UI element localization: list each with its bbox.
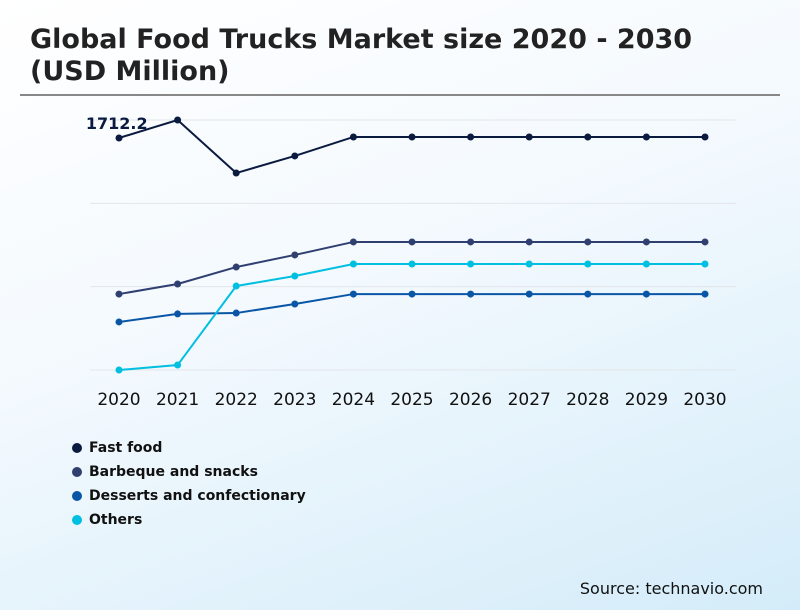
x-tick-label: 2023 [273, 390, 316, 410]
data-point [701, 238, 709, 246]
data-point [408, 290, 416, 298]
data-point [584, 133, 592, 141]
legend-label: Desserts and confectionary [89, 488, 306, 504]
data-point [349, 238, 357, 246]
x-tick-label: 2021 [156, 390, 199, 410]
legend-label: Fast food [89, 440, 163, 456]
data-point [349, 260, 357, 268]
data-point [467, 260, 475, 268]
x-tick-label: 2024 [332, 390, 375, 410]
data-point [467, 290, 475, 298]
data-point [232, 282, 240, 290]
x-tick-label: 2025 [390, 390, 433, 410]
data-point [467, 238, 475, 246]
chart-title: Global Food Trucks Market size 2020 - 20… [30, 24, 693, 87]
data-point [525, 290, 533, 298]
data-point [525, 133, 533, 141]
data-point [115, 366, 123, 374]
data-point [642, 260, 650, 268]
data-point [408, 133, 416, 141]
legend-label: Barbeque and snacks [89, 464, 258, 480]
data-point [174, 280, 182, 288]
data-point [701, 260, 709, 268]
data-point [408, 238, 416, 246]
x-tick-label: 2029 [625, 390, 668, 410]
data-point [642, 290, 650, 298]
x-tick-label: 2022 [215, 390, 258, 410]
data-point [174, 310, 182, 318]
data-point [408, 260, 416, 268]
source-text: Source: technavio.com [579, 579, 763, 598]
data-point [115, 134, 123, 142]
data-point [349, 290, 357, 298]
data-point [349, 133, 357, 141]
legend-marker-icon [72, 443, 82, 453]
data-point [232, 309, 240, 317]
data-point [525, 260, 533, 268]
legend-item: Desserts and confectionary [72, 484, 306, 508]
x-tick-label: 2026 [449, 390, 492, 410]
data-point [291, 251, 299, 259]
data-point [174, 361, 182, 369]
data-point [584, 238, 592, 246]
data-label: 1712.2 [86, 114, 148, 133]
data-point [525, 238, 533, 246]
x-tick-label: 2020 [97, 390, 140, 410]
data-point [584, 290, 592, 298]
legend-label: Others [89, 512, 143, 528]
legend-marker-icon [72, 491, 82, 501]
legend-marker-icon [72, 515, 82, 525]
legend-item: Barbeque and snacks [72, 460, 306, 484]
data-point [701, 290, 709, 298]
series-line [118, 293, 705, 323]
legend-marker-icon [72, 467, 82, 477]
data-point [642, 238, 650, 246]
data-point [291, 152, 299, 160]
data-point [232, 169, 240, 177]
legend: Fast food Barbeque and snacks Desserts and… [72, 436, 306, 532]
data-point [291, 300, 299, 308]
series-line [118, 118, 705, 175]
title-divider [20, 94, 780, 96]
legend-item: Others [72, 508, 306, 532]
line-chart: 2020 2021 2022 2023 2024 2025 2026 2027 2028 2029… [86, 114, 736, 410]
data-point [291, 272, 299, 280]
data-point [701, 133, 709, 141]
x-tick-label: 2030 [683, 390, 726, 410]
data-point [174, 116, 182, 124]
data-point [232, 263, 240, 271]
data-point [642, 133, 650, 141]
data-point [115, 290, 123, 298]
x-tick-label: 2028 [566, 390, 609, 410]
data-point [467, 133, 475, 141]
data-point [115, 318, 123, 326]
legend-item: Fast food [72, 436, 306, 460]
data-point [584, 260, 592, 268]
series-line [118, 262, 705, 371]
x-tick-label: 2027 [508, 390, 551, 410]
